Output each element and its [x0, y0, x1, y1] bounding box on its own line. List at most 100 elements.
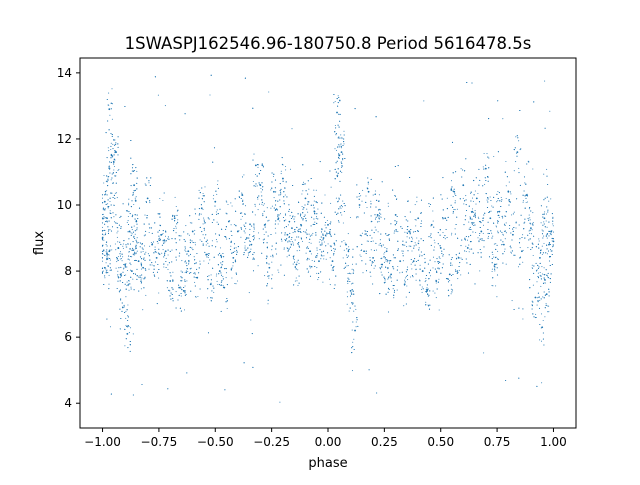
data-point [456, 270, 458, 272]
data-point [334, 100, 336, 103]
data-point [531, 300, 533, 302]
data-point [541, 229, 543, 231]
data-point [546, 226, 548, 228]
data-point [217, 180, 219, 182]
data-point [251, 333, 253, 335]
data-point [107, 203, 109, 205]
data-point [474, 190, 476, 192]
data-point [423, 100, 425, 102]
data-point [275, 242, 277, 244]
data-point [338, 113, 340, 115]
data-point [532, 284, 534, 286]
data-point [544, 274, 546, 276]
data-point [379, 216, 381, 218]
data-point [222, 284, 224, 286]
data-point [101, 260, 104, 262]
data-point [365, 195, 367, 197]
data-point [193, 272, 195, 274]
data-point [444, 238, 446, 240]
data-point [191, 222, 193, 224]
data-point [549, 281, 551, 283]
data-point [468, 221, 470, 223]
data-point [543, 297, 545, 299]
data-point [434, 292, 436, 294]
data-point [484, 167, 487, 170]
data-point [233, 243, 236, 245]
data-point [394, 257, 396, 259]
data-point [122, 203, 124, 205]
data-point [127, 231, 129, 233]
data-point [478, 234, 481, 237]
data-point [123, 306, 125, 308]
data-point [283, 248, 285, 250]
data-point [549, 233, 551, 235]
data-point [530, 227, 532, 230]
data-point [203, 237, 206, 239]
data-point [547, 183, 549, 186]
data-point [280, 170, 282, 172]
data-point [538, 296, 540, 298]
data-point [509, 224, 511, 227]
data-point [253, 252, 255, 254]
data-point [450, 274, 453, 277]
data-point [243, 254, 245, 256]
data-point [185, 272, 188, 274]
data-point [447, 278, 449, 280]
data-point [145, 201, 148, 204]
data-point [482, 232, 484, 234]
data-point [210, 282, 212, 284]
data-point [247, 254, 250, 256]
data-point [233, 247, 235, 249]
data-point [393, 291, 395, 293]
data-point [226, 307, 228, 310]
data-point [535, 316, 537, 319]
data-point [194, 213, 197, 215]
data-point [428, 203, 430, 205]
data-point [302, 219, 304, 221]
data-point [162, 240, 164, 242]
data-point [134, 189, 136, 191]
data-point [334, 248, 336, 250]
data-point [337, 172, 339, 174]
data-point [491, 262, 493, 264]
data-point [532, 221, 534, 224]
data-point [541, 273, 544, 275]
data-point [134, 273, 137, 275]
data-point [175, 256, 177, 258]
data-point [298, 236, 300, 238]
data-point [165, 260, 167, 263]
data-point [405, 271, 407, 273]
data-point [436, 258, 438, 260]
data-point [101, 194, 104, 196]
data-point [545, 252, 547, 254]
data-point [414, 242, 416, 244]
data-point [510, 251, 512, 253]
data-point [551, 240, 553, 242]
data-point [215, 233, 217, 235]
data-point [123, 304, 125, 306]
data-point [373, 267, 375, 269]
data-point [261, 164, 263, 166]
data-point [340, 205, 342, 207]
data-point [387, 278, 389, 280]
data-point [458, 265, 460, 268]
data-point [250, 243, 253, 246]
data-point [421, 255, 423, 257]
data-point [141, 243, 143, 245]
data-point [110, 142, 112, 144]
data-point [549, 110, 551, 112]
data-point [452, 212, 454, 214]
data-point [213, 291, 215, 293]
data-point [490, 230, 492, 232]
data-point [537, 267, 540, 269]
data-point [336, 160, 338, 162]
data-point [520, 148, 522, 150]
data-point [254, 205, 256, 207]
data-point [387, 260, 389, 262]
data-point [468, 251, 470, 253]
data-point [278, 271, 280, 273]
data-point [401, 227, 403, 229]
data-point [334, 233, 336, 235]
data-point [261, 163, 263, 165]
data-point [103, 250, 105, 252]
